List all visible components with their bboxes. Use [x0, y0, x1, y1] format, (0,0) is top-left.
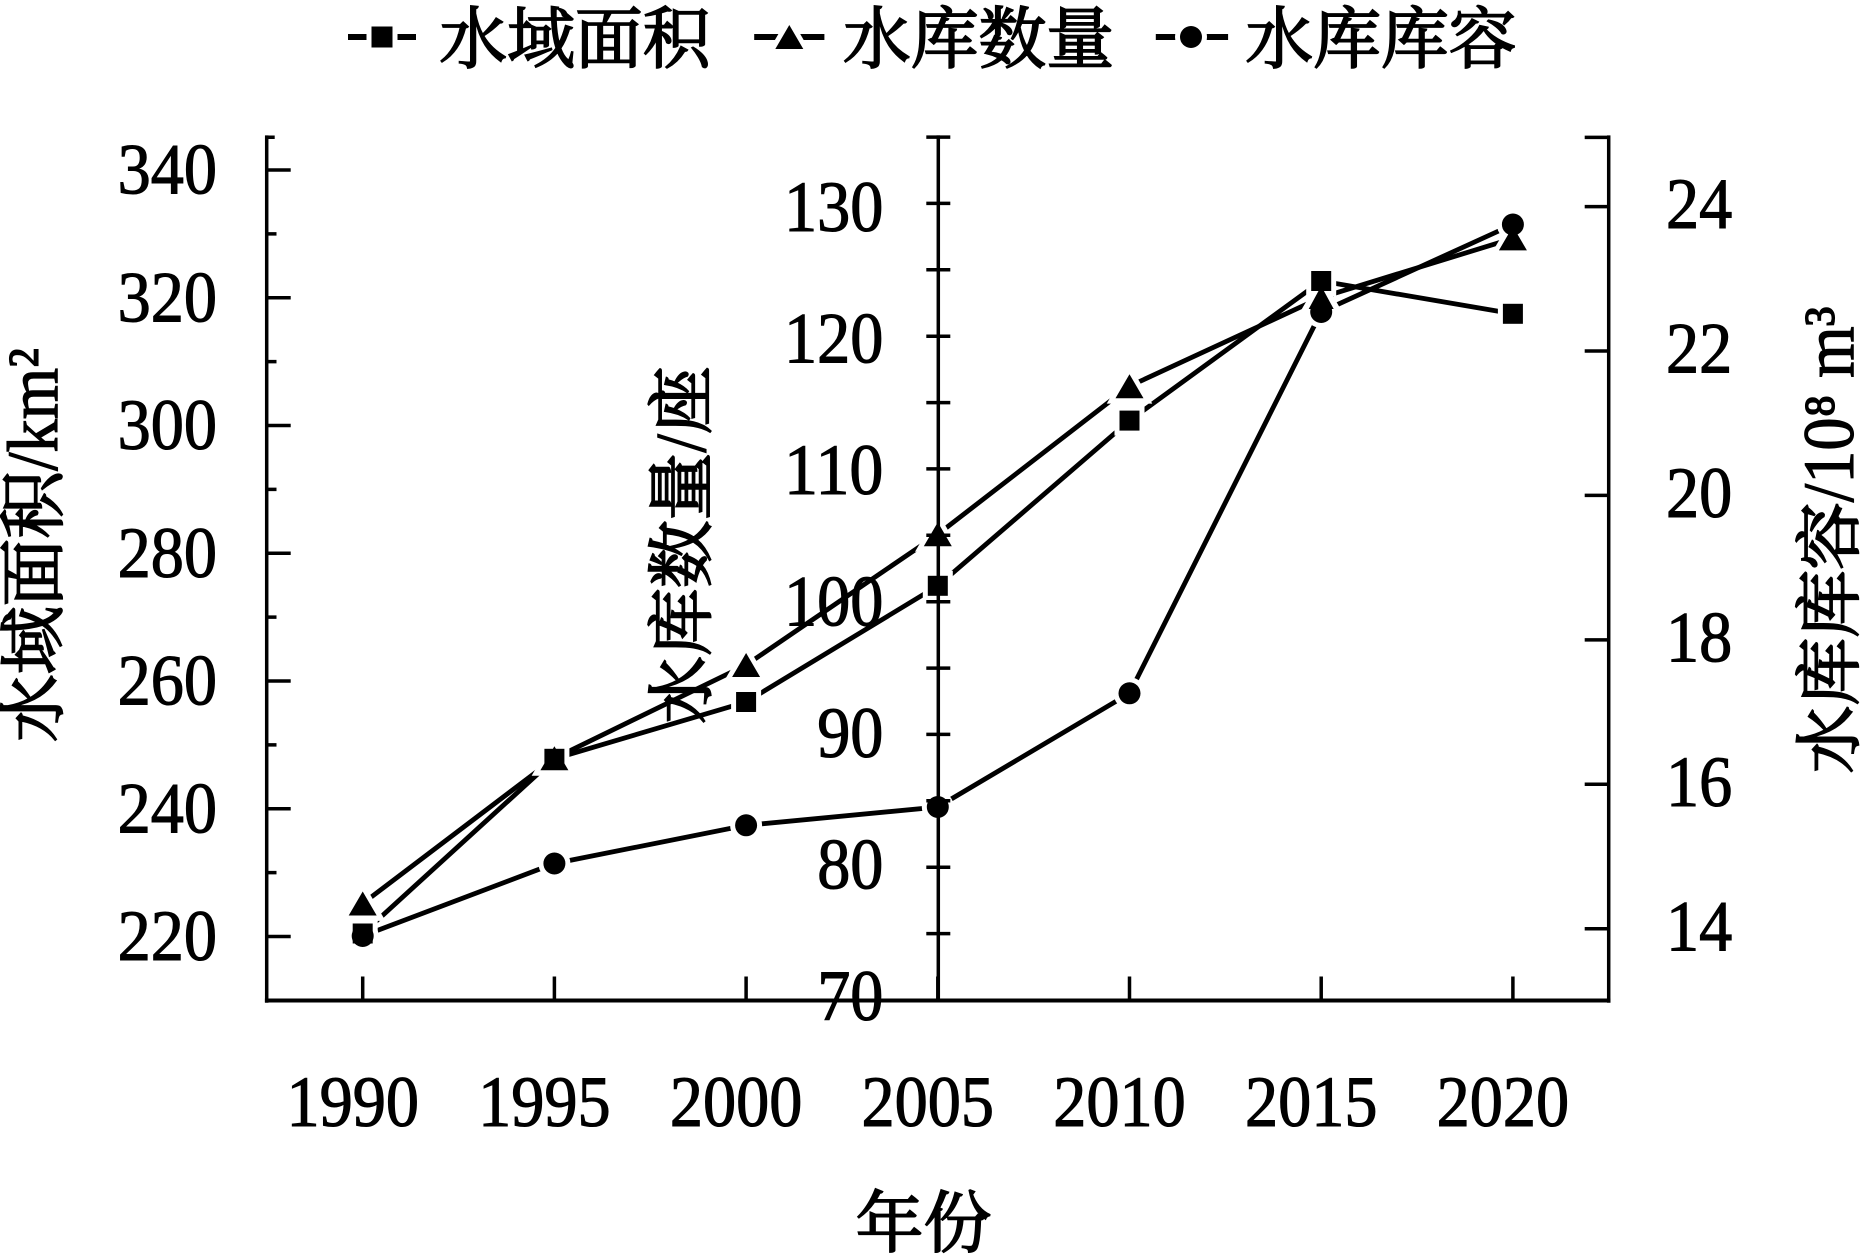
svg-text:300: 300 [118, 385, 217, 465]
svg-text:2010: 2010 [1053, 1062, 1186, 1142]
svg-text:130: 130 [784, 167, 883, 247]
svg-text:240: 240 [118, 768, 217, 848]
svg-text:14: 14 [1666, 886, 1732, 966]
svg-text:90: 90 [817, 693, 883, 773]
svg-text:20: 20 [1666, 453, 1732, 533]
svg-text:320: 320 [118, 257, 217, 337]
svg-text:280: 280 [118, 513, 217, 593]
svg-text:70: 70 [817, 956, 883, 1036]
svg-text:16: 16 [1666, 742, 1732, 822]
svg-text:2020: 2020 [1437, 1062, 1570, 1142]
svg-text:2015: 2015 [1245, 1062, 1378, 1142]
svg-text:1990: 1990 [286, 1062, 419, 1142]
svg-text:110: 110 [784, 430, 883, 510]
svg-text:18: 18 [1666, 598, 1732, 678]
svg-text:220: 220 [118, 896, 217, 976]
svg-text:80: 80 [817, 824, 883, 904]
svg-text:120: 120 [784, 298, 883, 378]
svg-text:1995: 1995 [478, 1062, 611, 1142]
svg-text:2000: 2000 [670, 1062, 803, 1142]
svg-text:340: 340 [118, 130, 217, 210]
svg-text:100: 100 [784, 561, 883, 641]
svg-text:2005: 2005 [862, 1062, 995, 1142]
svg-text:260: 260 [118, 641, 217, 721]
svg-text:/: / [641, 434, 721, 453]
svg-text:/km²: /km² [0, 348, 73, 471]
svg-text:/10⁸ m³: /10⁸ m³ [1789, 307, 1860, 503]
svg-text:22: 22 [1666, 309, 1732, 389]
svg-text:24: 24 [1666, 164, 1732, 244]
